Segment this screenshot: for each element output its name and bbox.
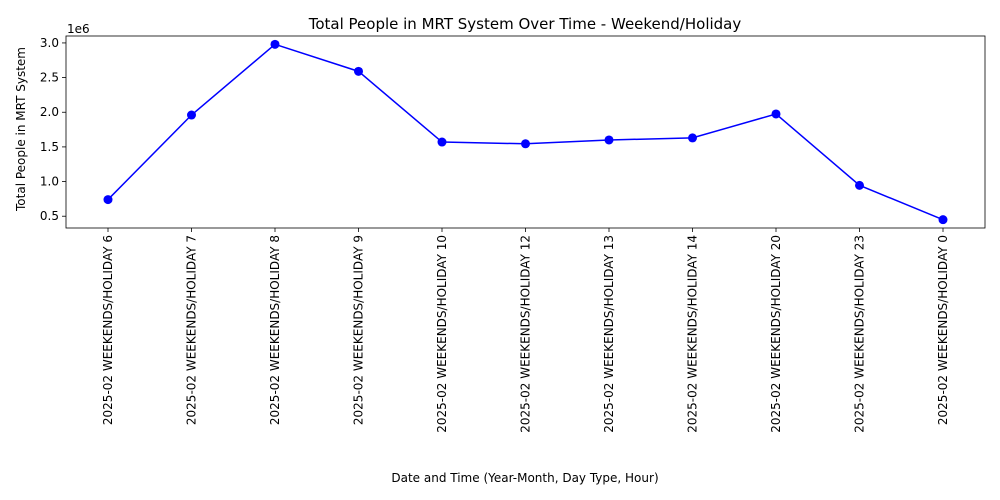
- x-tick-label: 2025-02 WEEKENDS/HOLIDAY 7: [185, 235, 199, 425]
- y-tick-label: 1.0: [40, 175, 59, 189]
- plot-frame: [65, 35, 986, 229]
- y-tick-label: 2.5: [40, 71, 59, 85]
- data-point: [521, 139, 530, 149]
- y-tick-label: 3.0: [40, 36, 59, 50]
- data-point: [604, 135, 614, 145]
- x-tick-label: 2025-02 WEEKENDS/HOLIDAY 23: [853, 235, 867, 433]
- x-tick-label: 2025-02 WEEKENDS/HOLIDAY 10: [435, 235, 449, 433]
- x-tick-label: 2025-02 WEEKENDS/HOLIDAY 12: [519, 235, 533, 433]
- y-axis-label: Total People in MRT System: [14, 47, 28, 212]
- data-point: [938, 215, 948, 225]
- x-tick-label: 2025-02 WEEKENDS/HOLIDAY 14: [686, 235, 700, 433]
- chart-title: Total People in MRT System Over Time - W…: [308, 15, 742, 33]
- y-tick-label: 2.0: [40, 105, 59, 119]
- data-point: [771, 109, 781, 119]
- data-point: [855, 180, 864, 190]
- y-tick-label: 0.5: [40, 209, 59, 223]
- x-tick-label: 2025-02 WEEKENDS/HOLIDAY 0: [936, 235, 950, 425]
- x-tick-label: 2025-02 WEEKENDS/HOLIDAY 13: [602, 235, 616, 433]
- data-point: [354, 66, 363, 76]
- data-point: [270, 39, 280, 49]
- data-point: [103, 195, 113, 205]
- series-line: [107, 43, 944, 221]
- x-tick-label: 2025-02 WEEKENDS/HOLIDAY 20: [769, 235, 783, 433]
- y-offset-label: 1e6: [67, 22, 90, 36]
- x-axis-label: Date and Time (Year-Month, Day Type, Hou…: [391, 471, 658, 485]
- y-tick-label: 1.5: [40, 140, 59, 154]
- data-point: [688, 133, 697, 143]
- data-point: [437, 137, 447, 147]
- data-point: [187, 110, 196, 120]
- x-tick-label: 2025-02 WEEKENDS/HOLIDAY 6: [101, 235, 115, 425]
- x-tick-label: 2025-02 WEEKENDS/HOLIDAY 8: [268, 235, 282, 425]
- x-tick-label: 2025-02 WEEKENDS/HOLIDAY 9: [352, 235, 366, 425]
